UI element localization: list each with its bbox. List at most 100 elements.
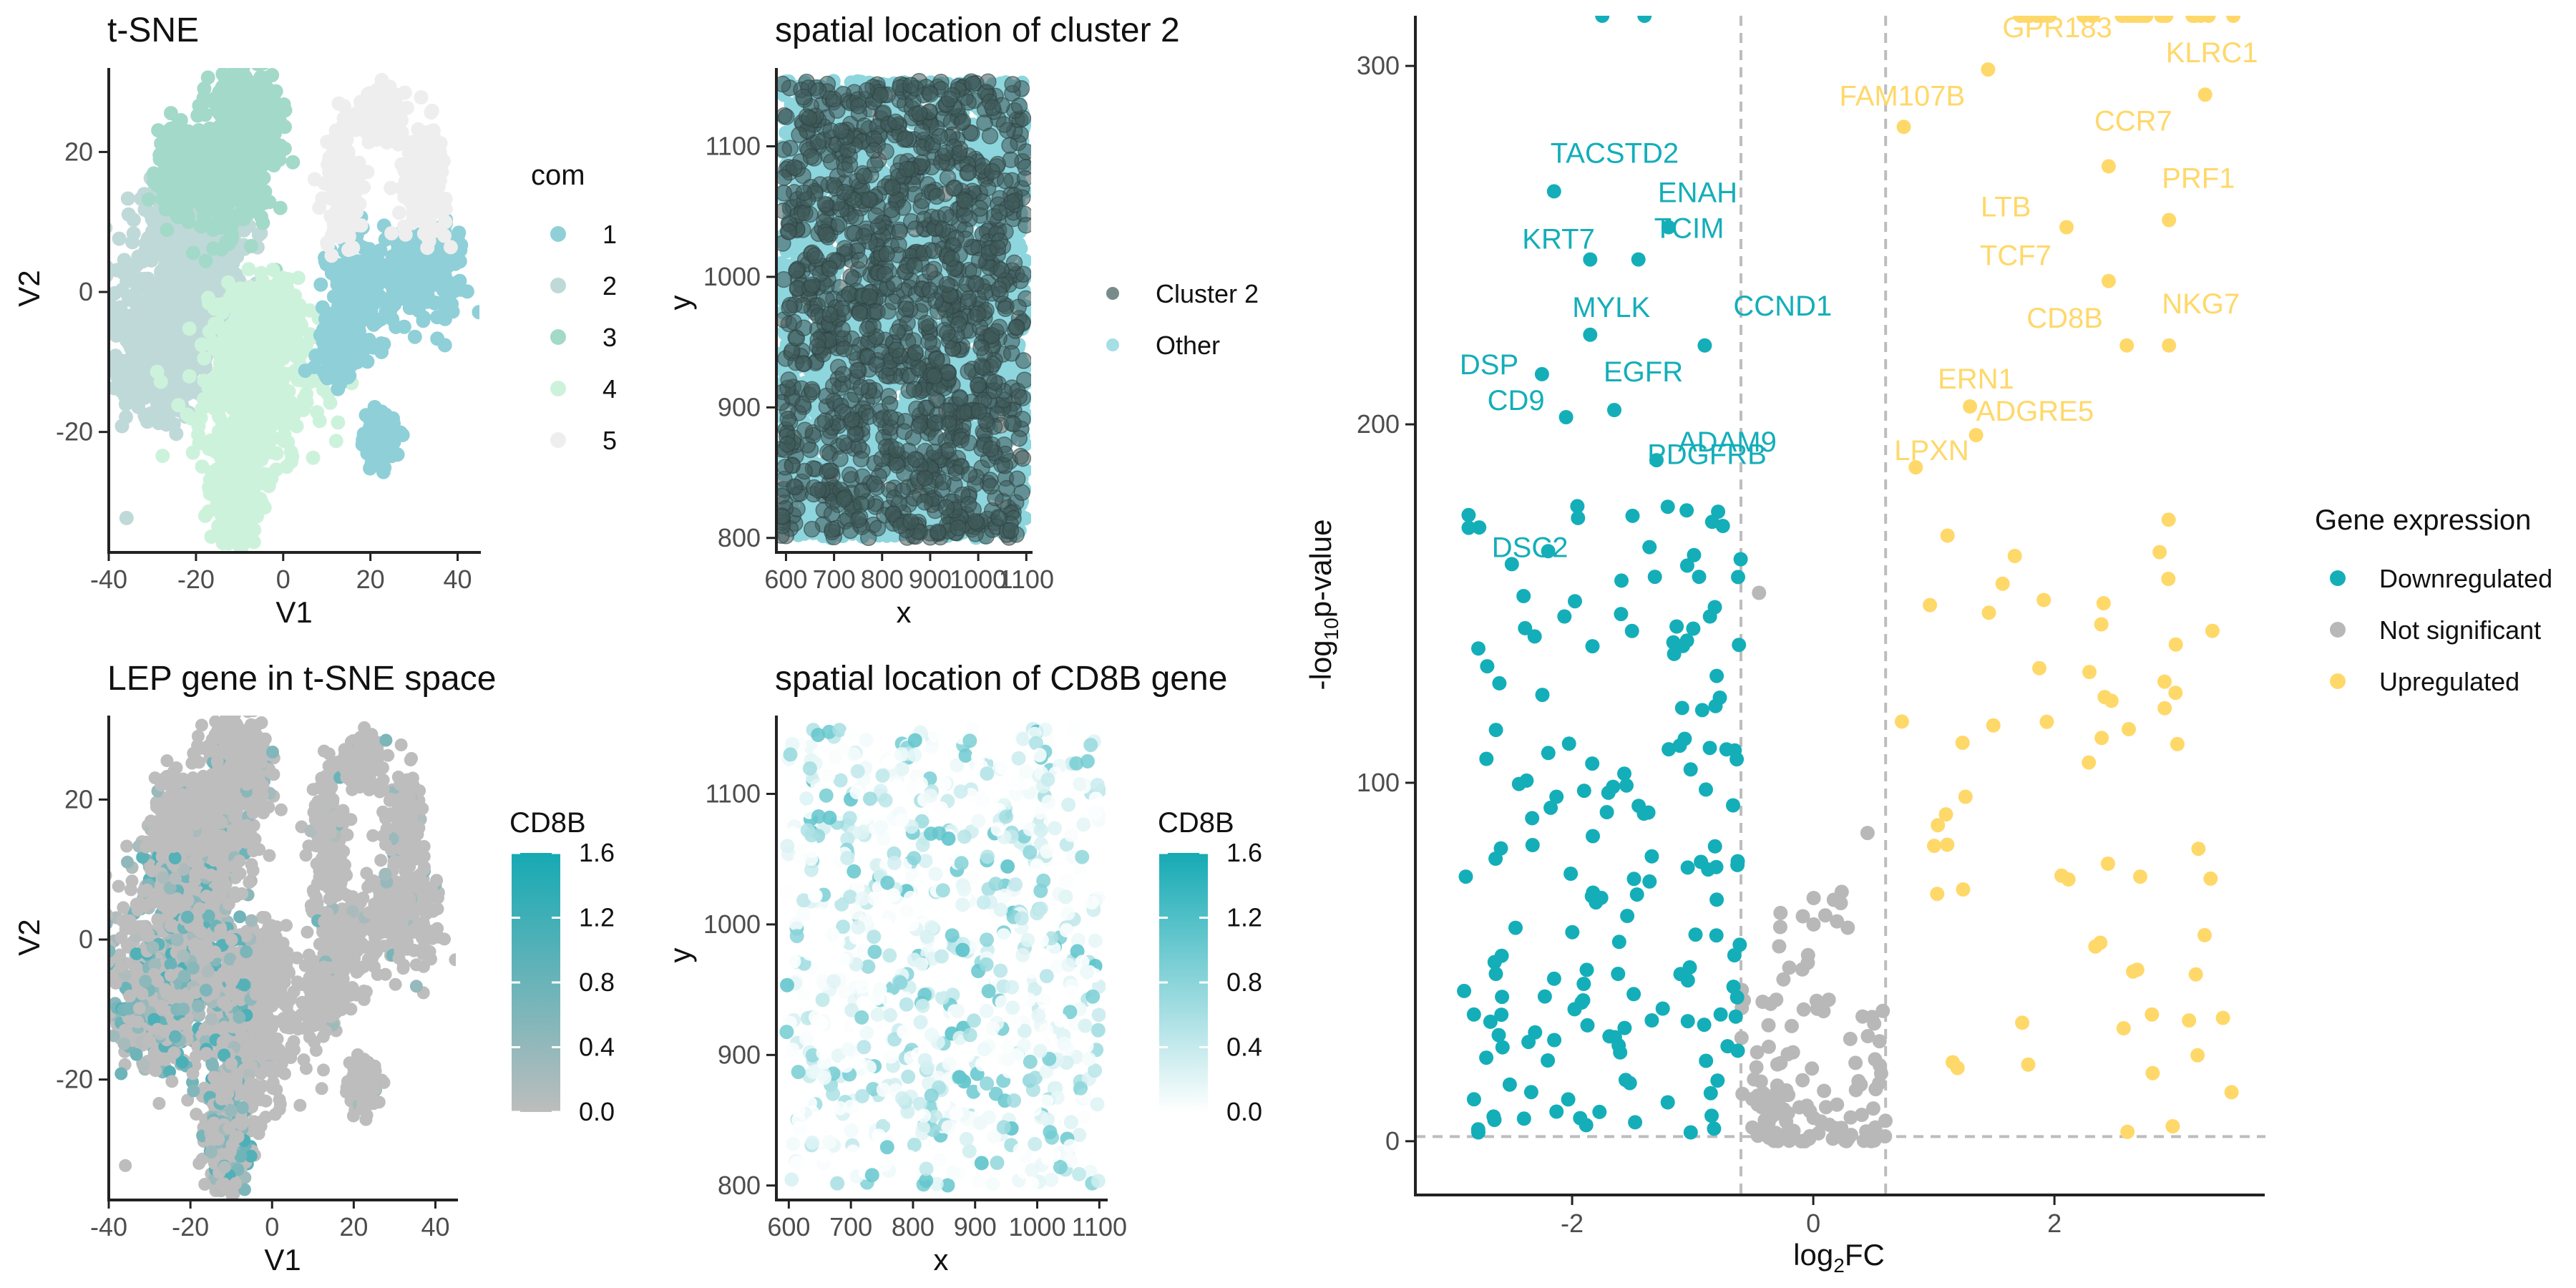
- cluster-5-point: [420, 240, 435, 255]
- panel-spatial-cluster2: spatial location of cluster 2 600 700 800 9…: [663, 11, 1259, 629]
- cluster-4-point: [263, 311, 278, 325]
- cluster-5-point: [412, 130, 427, 144]
- cluster-2-point: [145, 386, 160, 401]
- cluster-1-point: [337, 358, 352, 373]
- cluster-4-point: [222, 444, 237, 459]
- cluster-1-point: [349, 299, 364, 314]
- legend-key-4: [550, 381, 566, 396]
- cluster-5-point: [384, 226, 399, 240]
- cluster-5-point: [354, 115, 369, 130]
- cluster-5-point: [398, 174, 413, 189]
- cluster-4-point: [267, 299, 282, 314]
- cluster-3-point: [160, 223, 175, 238]
- cluster-4-point: [253, 501, 268, 516]
- cluster-1-point: [430, 331, 445, 346]
- cluster-3-point: [219, 235, 234, 250]
- chart-title: t-SNE: [107, 11, 199, 49]
- cluster-5-point: [369, 113, 384, 128]
- cluster-2-point: [167, 321, 182, 335]
- cluster-2-point: [120, 191, 135, 206]
- cluster-2-point: [113, 300, 128, 315]
- cluster-4-point: [264, 419, 279, 434]
- cluster-3-point: [235, 162, 250, 177]
- cluster-4-point: [225, 556, 240, 570]
- cluster-4-point: [153, 374, 168, 389]
- cluster-4-point: [312, 414, 327, 429]
- cluster-4-point: [240, 362, 255, 377]
- cluster-1-point: [434, 270, 449, 285]
- cluster-1-point: [352, 349, 367, 364]
- cluster-5-point: [402, 144, 417, 159]
- cluster-4-point: [237, 319, 252, 334]
- cluster-5-point: [346, 240, 361, 255]
- x-tick-label: 0: [276, 565, 291, 594]
- cluster-4-point: [243, 380, 258, 395]
- cluster-2-point: [114, 283, 130, 298]
- cluster-2-point: [117, 253, 132, 268]
- cluster-5-point: [342, 162, 357, 177]
- cluster-4-point: [328, 434, 343, 449]
- cluster-4-point: [278, 400, 293, 415]
- cluster-5-point: [336, 111, 351, 126]
- cluster-3-point: [158, 202, 173, 217]
- cluster-4-point: [248, 297, 263, 311]
- cluster-1-point: [386, 293, 401, 308]
- cluster-2-point: [125, 235, 140, 250]
- cluster-3-point: [243, 47, 257, 62]
- cluster-5-point: [341, 145, 356, 160]
- cluster-3-point: [174, 128, 189, 143]
- cluster-4-point: [246, 330, 261, 345]
- cluster-1-point: [368, 277, 383, 291]
- cluster-1-point: [343, 272, 358, 287]
- cluster-4-point: [225, 512, 240, 527]
- cluster-4-point: [241, 262, 256, 277]
- cluster-3-point: [207, 180, 222, 195]
- cluster-3-point: [242, 174, 257, 188]
- cluster-2-point: [132, 367, 147, 382]
- cluster-4-point: [265, 263, 280, 277]
- cluster-4-point: [303, 327, 318, 342]
- cluster-5-point: [394, 113, 409, 127]
- cluster-2-point: [124, 341, 139, 356]
- cluster-4-point: [231, 336, 246, 351]
- cluster-4-point: [197, 351, 212, 366]
- cluster-4-point: [278, 320, 293, 334]
- cluster-2-point: [89, 230, 103, 245]
- cluster-1-point: [386, 278, 401, 293]
- cluster-4-point: [205, 335, 220, 350]
- cluster-1-point: [355, 265, 370, 280]
- cluster-4-point: [273, 373, 288, 388]
- cluster-4-point: [245, 438, 260, 452]
- cluster-4-point: [224, 318, 239, 333]
- cluster-1-point: [374, 292, 389, 307]
- cluster-1-point: [379, 258, 394, 273]
- cluster-2-point: [119, 376, 133, 390]
- cluster-4-point: [242, 501, 257, 516]
- cluster-5-point: [385, 101, 399, 116]
- legend-label: 1: [602, 220, 617, 249]
- cluster-1-point: [366, 412, 381, 427]
- cluster-1-point: [398, 277, 413, 292]
- cluster-5-point: [361, 135, 376, 150]
- cluster-2-point: [137, 338, 152, 353]
- cluster-2-point: [172, 381, 187, 396]
- y-axis-label: V2: [12, 270, 46, 306]
- cluster-4-point: [180, 407, 195, 422]
- cluster-4-point: [182, 321, 197, 336]
- cluster-1-point: [333, 376, 348, 391]
- cluster-1-point: [373, 243, 388, 258]
- cluster-3-point: [197, 107, 213, 122]
- legend-key-3: [550, 329, 566, 345]
- cluster-2-point: [109, 328, 124, 343]
- legend-label: 2: [602, 271, 617, 301]
- cluster-3-point: [162, 170, 177, 185]
- cluster-4-point: [265, 286, 280, 301]
- cluster-4-point: [280, 434, 296, 449]
- cluster-1-point: [350, 319, 365, 334]
- cluster-1-point: [338, 313, 353, 328]
- cluster-5-point: [338, 178, 353, 192]
- cluster-3-point: [241, 206, 255, 221]
- cluster-1-point: [447, 276, 461, 291]
